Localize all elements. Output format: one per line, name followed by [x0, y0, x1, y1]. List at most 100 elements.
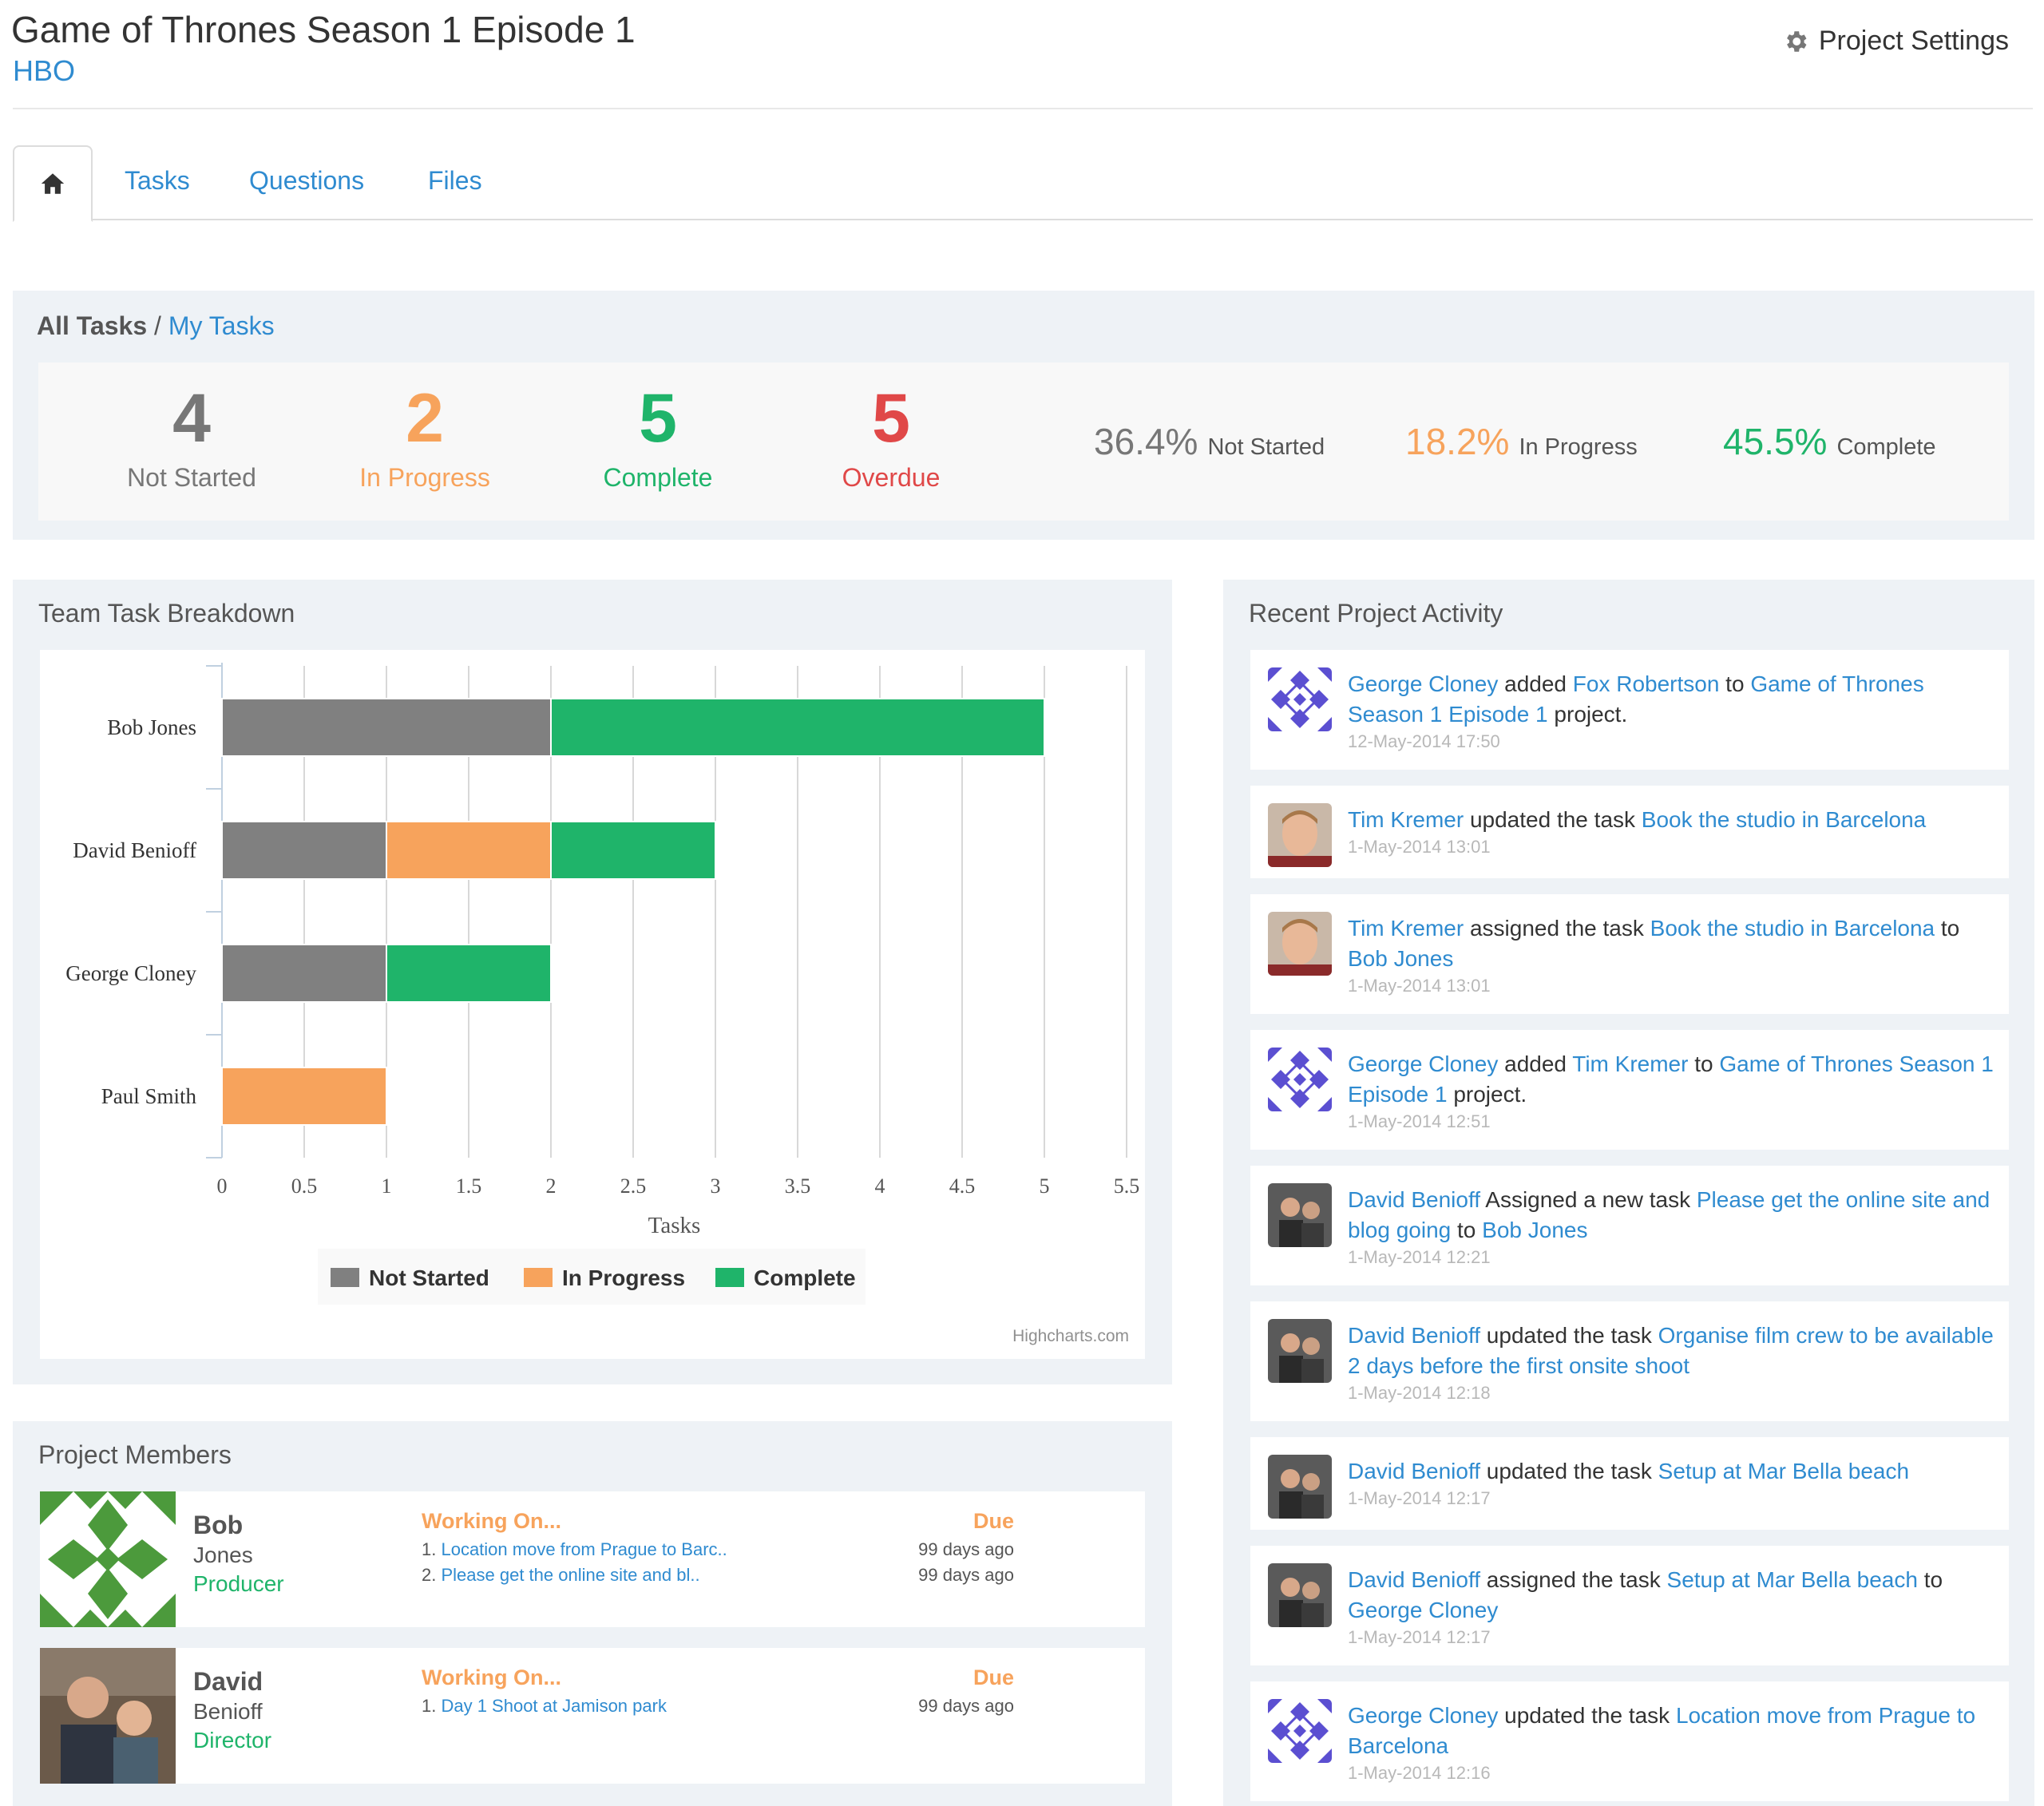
activity-link[interactable]: David Benioff — [1348, 1187, 1481, 1212]
task-link[interactable]: Location move from Prague to Barc.. — [441, 1539, 727, 1559]
activity-link[interactable]: Fox Robertson — [1572, 671, 1720, 696]
activity-verb: updated the task — [1480, 1323, 1658, 1348]
activity-link[interactable]: Tim Kremer — [1572, 1052, 1689, 1076]
stat-in-progress[interactable]: 2 In Progress — [329, 380, 521, 493]
activity-link[interactable]: David Benioff — [1348, 1567, 1481, 1592]
activity-link[interactable]: Book the studio in Barcelona — [1641, 807, 1927, 832]
activity-link[interactable]: Bob Jones — [1482, 1218, 1588, 1242]
user-avatar[interactable] — [1268, 667, 1332, 731]
activity-text: David Benioff assigned the task Setup at… — [1348, 1565, 1994, 1650]
stat-not-started[interactable]: 4 Not Started — [96, 380, 287, 493]
bar-not-started[interactable] — [221, 944, 387, 1003]
activity-link[interactable]: George Cloney — [1348, 671, 1499, 696]
stat-label: In Progress — [359, 463, 490, 492]
user-avatar[interactable] — [1268, 1563, 1332, 1627]
stat-value: 5 — [872, 380, 910, 457]
activity-link[interactable]: David Benioff — [1348, 1459, 1481, 1483]
member-role: Director — [193, 1728, 272, 1753]
filter-my-tasks[interactable]: My Tasks — [168, 311, 275, 340]
tab-files[interactable]: Files — [428, 166, 482, 195]
filter-separator: / — [147, 311, 168, 340]
chart-credit[interactable]: Highcharts.com — [1012, 1327, 1129, 1345]
activity-item: Tim Kremer updated the task Book the stu… — [1250, 786, 2009, 878]
activity-link[interactable]: Setup at Mar Bella beach — [1658, 1459, 1910, 1483]
activity-link[interactable]: Game of Thrones Season 1 Episode 1 — [1348, 671, 1924, 727]
percent-label: Complete — [1836, 434, 1936, 460]
legend-swatch — [715, 1268, 744, 1287]
activity-text: David Benioff updated the task Organise … — [1348, 1321, 1994, 1405]
activity-link[interactable]: David Benioff — [1348, 1323, 1481, 1348]
activity-timestamp: 1-May-2014 12:18 — [1348, 1383, 1491, 1403]
user-avatar[interactable] — [1268, 912, 1332, 976]
user-avatar[interactable] — [1268, 1183, 1332, 1247]
stat-value: 4 — [172, 380, 211, 457]
filter-all-tasks[interactable]: All Tasks — [37, 311, 148, 340]
user-avatar[interactable] — [1268, 1455, 1332, 1519]
stat-label: Complete — [603, 463, 713, 492]
due-label: Due — [972, 1509, 1014, 1533]
activity-item: David Benioff assigned the task Setup at… — [1250, 1546, 2009, 1665]
task-due-ago: 99 days ago — [918, 1696, 1014, 1716]
percent-value: 45.5% — [1723, 421, 1828, 462]
activity-link[interactable]: Organise film crew to be available 2 day… — [1348, 1323, 1994, 1378]
x-tick-label: 4.5 — [949, 1174, 976, 1198]
activity-link[interactable]: Setup at Mar Bella beach — [1666, 1567, 1918, 1592]
activity-text: George Cloney updated the task Location … — [1348, 1701, 1994, 1785]
client-link[interactable]: HBO — [13, 54, 76, 87]
activity-link[interactable]: George Cloney — [1348, 1703, 1499, 1728]
task-summary-panel: All Tasks / My Tasks 4 Not Started 2 In … — [13, 291, 2034, 540]
activity-link[interactable]: Game of Thrones Season 1 Episode 1 — [1348, 1052, 1994, 1107]
activity-link[interactable]: Bob Jones — [1348, 946, 1454, 971]
activity-text: George Cloney added Tim Kremer to Game o… — [1348, 1049, 1994, 1134]
activity-text: Tim Kremer assigned the task Book the st… — [1348, 913, 1994, 998]
task-link[interactable]: Day 1 Shoot at Jamison park — [441, 1696, 667, 1716]
stat-complete[interactable]: 5 Complete — [562, 380, 754, 493]
stat-overdue[interactable]: 5 Overdue — [795, 380, 987, 493]
activity-verb: assigned the task — [1480, 1567, 1667, 1592]
user-avatar[interactable] — [1268, 1319, 1332, 1383]
stat-label: Not Started — [127, 463, 256, 492]
legend-label: Not Started — [369, 1265, 489, 1290]
activity-verb: to — [1719, 671, 1751, 696]
task-link[interactable]: Please get the online site and bl.. — [441, 1565, 700, 1585]
bar-not-started[interactable] — [221, 698, 552, 757]
project-title: Game of Thrones Season 1 Episode 1 — [11, 9, 636, 50]
member-first-name: Bob — [193, 1511, 244, 1539]
tab-tasks[interactable]: Tasks — [125, 166, 190, 195]
bar-in-progress[interactable] — [221, 1067, 387, 1126]
activity-text: George Cloney added Fox Robertson to Gam… — [1348, 669, 1994, 754]
member-avatar[interactable] — [40, 1648, 176, 1784]
project-members-panel: Project Members Bob Jones Producer Working … — [13, 1421, 1172, 1806]
user-avatar[interactable] — [1268, 1699, 1332, 1763]
member-first-name: David — [193, 1667, 263, 1696]
activity-verb: Assigned a new task — [1480, 1187, 1697, 1212]
member-task: 1. Location move from Prague to Barc.. — [422, 1539, 727, 1560]
bar-complete[interactable] — [386, 944, 552, 1003]
activity-link[interactable]: George Cloney — [1348, 1052, 1499, 1076]
x-tick-label: 5 — [1040, 1174, 1050, 1198]
activity-link[interactable]: Location move from Prague to Barcelona — [1348, 1703, 1976, 1758]
legend-item[interactable]: In Progress — [524, 1265, 685, 1290]
user-avatar[interactable] — [1268, 1048, 1332, 1111]
bar-in-progress[interactable] — [386, 821, 552, 880]
legend-swatch — [524, 1268, 553, 1287]
legend-item[interactable]: Complete — [715, 1265, 856, 1290]
activity-link[interactable]: George Cloney — [1348, 1598, 1499, 1622]
user-avatar[interactable] — [1268, 803, 1332, 867]
member-task: 1. Day 1 Shoot at Jamison park — [422, 1696, 667, 1717]
project-settings-button[interactable]: Project Settings — [1782, 26, 2009, 57]
activity-link[interactable]: Tim Kremer — [1348, 807, 1464, 832]
percent-not-started: 36.4% Not Started — [1094, 420, 1325, 463]
tab-home[interactable] — [13, 145, 93, 222]
activity-link[interactable]: Tim Kremer — [1348, 916, 1464, 941]
activity-link[interactable]: Please get the online site and blog goin… — [1348, 1187, 1991, 1242]
bar-complete[interactable] — [550, 821, 716, 880]
activity-item: David Benioff updated the task Setup at … — [1250, 1437, 2009, 1530]
member-avatar[interactable] — [40, 1491, 176, 1627]
tab-questions[interactable]: Questions — [249, 166, 365, 195]
legend-item[interactable]: Not Started — [331, 1265, 489, 1290]
activity-link[interactable]: Book the studio in Barcelona — [1650, 916, 1935, 941]
member-last-name: Benioff — [193, 1699, 263, 1724]
bar-not-started[interactable] — [221, 821, 387, 880]
bar-complete[interactable] — [550, 698, 1045, 757]
